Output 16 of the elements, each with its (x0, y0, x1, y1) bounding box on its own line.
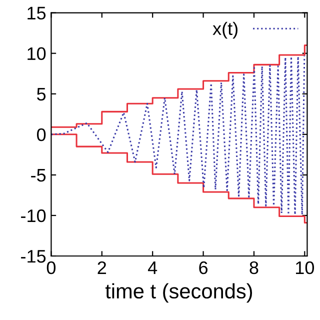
line-series (51, 55, 306, 216)
y-tick-label: -5 (31, 169, 46, 182)
x-tick-label: 10 (296, 261, 314, 274)
x-tick-label: 8 (250, 261, 258, 274)
x-axis-title: time t (seconds) (105, 283, 252, 303)
x-tick-label: 6 (199, 261, 208, 274)
y-tick-label: 0 (37, 128, 46, 142)
y-tick-label: -15 (21, 250, 46, 263)
legend-label: x(t) (212, 22, 238, 39)
y-tick-label: 15 (28, 6, 46, 20)
y-tick-label: 10 (28, 47, 46, 60)
x-tick-label: 2 (98, 261, 106, 274)
y-tick-label: 5 (37, 88, 46, 101)
y-tick-label: -10 (21, 209, 46, 222)
x-tick-label: 0 (46, 261, 56, 274)
x-tick-label: 4 (148, 262, 158, 274)
